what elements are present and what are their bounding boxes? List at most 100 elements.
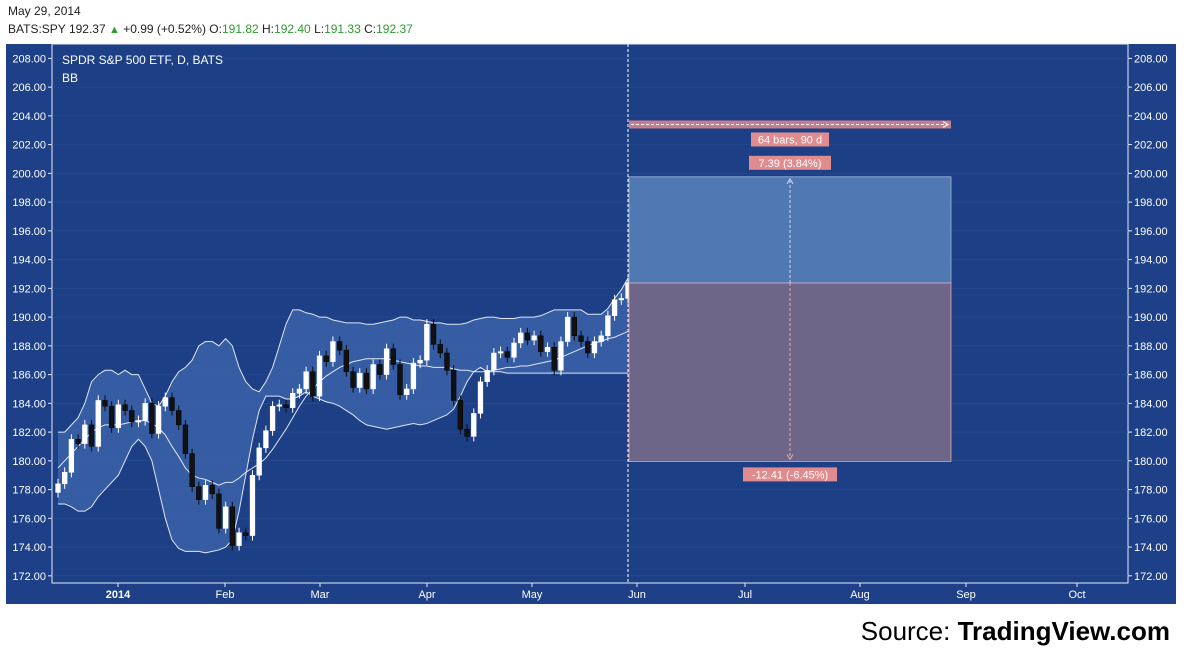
candle-body [82,424,88,444]
candle-body [149,403,155,434]
low-label: L: [314,22,325,36]
candle-body [209,485,215,495]
y-axis-left[interactable]: 172.00 174.00 176.00 178.00 180.00 182.00 184.… [12,53,52,583]
x-tick-label: Apr [418,589,435,601]
y-tick-label-right: 186.00 [1134,370,1168,382]
up-arrow-icon: ▲ [108,24,120,36]
loss-zone[interactable] [628,282,952,462]
range-label: 64 bars, 90 d [758,134,822,146]
candle-body [68,439,75,473]
candle-body [551,347,557,371]
y-tick-label-right: 184.00 [1134,398,1168,410]
y-tick-label-right: 196.00 [1134,226,1168,238]
candle-body [477,381,484,414]
position-tool[interactable]: 64 bars, 90 d 7.39 (3.84%) -12.41 (-6.45%) [628,120,952,482]
y-tick-label-right: 194.00 [1134,255,1168,267]
candle-body [564,316,571,342]
y-tick-label-right: 202.00 [1134,140,1168,152]
candle-body [55,483,61,493]
y-tick-label-left: 202.00 [12,140,46,152]
candle-body [504,351,510,358]
x-tick-label: Oct [1068,589,1085,601]
candle-body [290,393,296,408]
x-tick-label: 2014 [106,589,131,601]
candle-body [591,341,598,354]
candle-body [95,400,101,447]
indicator-label[interactable]: BB [62,71,78,85]
candle-body [491,352,497,371]
candle-body [424,324,430,361]
y-tick-label-left: 176.00 [12,513,46,525]
high-label: H: [262,22,275,36]
y-tick-label-right: 178.00 [1134,485,1168,497]
candle-body [169,397,175,411]
candle-body [323,355,329,362]
x-tick-label: Jul [738,589,752,601]
candle-body [538,335,544,352]
candle-body [437,344,443,354]
y-tick-label-left: 190.00 [12,312,46,324]
candle-body [102,400,108,407]
candle-body [162,397,168,407]
candle-body [202,485,209,500]
y-tick-label-left: 198.00 [12,197,46,209]
candle-body [404,388,410,395]
y-tick-label-left: 172.00 [12,571,46,583]
candle-body [363,372,370,390]
candle-body [518,332,524,344]
up-arrow-icon [786,177,794,185]
y-tick-label-right: 208.00 [1134,53,1168,65]
down-arrow-icon [786,454,794,461]
y-tick-label-left: 200.00 [12,168,46,180]
x-axis[interactable]: 2014 Feb Mar Apr May Jun Jul Aug Sep Oct [106,583,1086,601]
candle-body [75,439,81,444]
candle-body [598,335,604,342]
candle-body [303,371,309,390]
x-tick-label: Aug [850,589,870,601]
y-tick-label-right: 174.00 [1134,542,1168,554]
y-axis-right[interactable]: 172.00 174.00 176.00 178.00 180.00 182.00 184.… [1128,53,1168,583]
y-tick-label-left: 196.00 [12,226,46,238]
y-tick-label-left: 180.00 [12,456,46,468]
candle-body [236,532,242,546]
candle-body [484,370,490,383]
source-credit: Source: TradingView.com [861,616,1170,647]
y-tick-label-left: 186.00 [12,370,46,382]
candle-body [531,335,537,341]
candle-body [249,474,256,536]
candle-body [276,404,282,407]
candle-body [524,332,531,341]
range-label-box [751,132,829,147]
right-arrow-icon [942,121,949,128]
candle-body [618,298,624,301]
source-brand: TradingView.com [957,616,1170,646]
y-tick-label-right: 176.00 [1134,513,1168,525]
candle-body [471,413,477,437]
candle-body [417,359,423,364]
candle-body [243,532,249,536]
candle-body [189,453,195,487]
candle-body [216,493,222,529]
last-price: 192.37 [68,22,106,36]
candle-body [444,352,450,371]
x-tick-label: Mar [311,589,330,601]
candle-body [578,335,584,342]
candle-body [115,404,122,429]
y-tick-label-left: 188.00 [12,341,46,353]
candles [55,277,631,551]
candle-body [430,324,437,345]
close-label: C: [364,22,377,36]
quote-line: BATS:SPY 192.37 ▲ +0.99 (+0.52%) O:191.8… [8,22,413,36]
y-tick-label-right: 200.00 [1134,168,1168,180]
candle-body [585,341,591,354]
x-tick-label: Feb [216,589,235,601]
candle-body [283,404,289,408]
date-range-bar[interactable] [629,120,951,129]
y-tick-label-left: 182.00 [12,427,46,439]
target-label: 7.39 (3.84%) [759,158,822,170]
y-tick-label-right: 188.00 [1134,341,1168,353]
open-label: O: [209,22,222,36]
target-label-box [749,155,831,170]
candle-body [196,486,202,500]
